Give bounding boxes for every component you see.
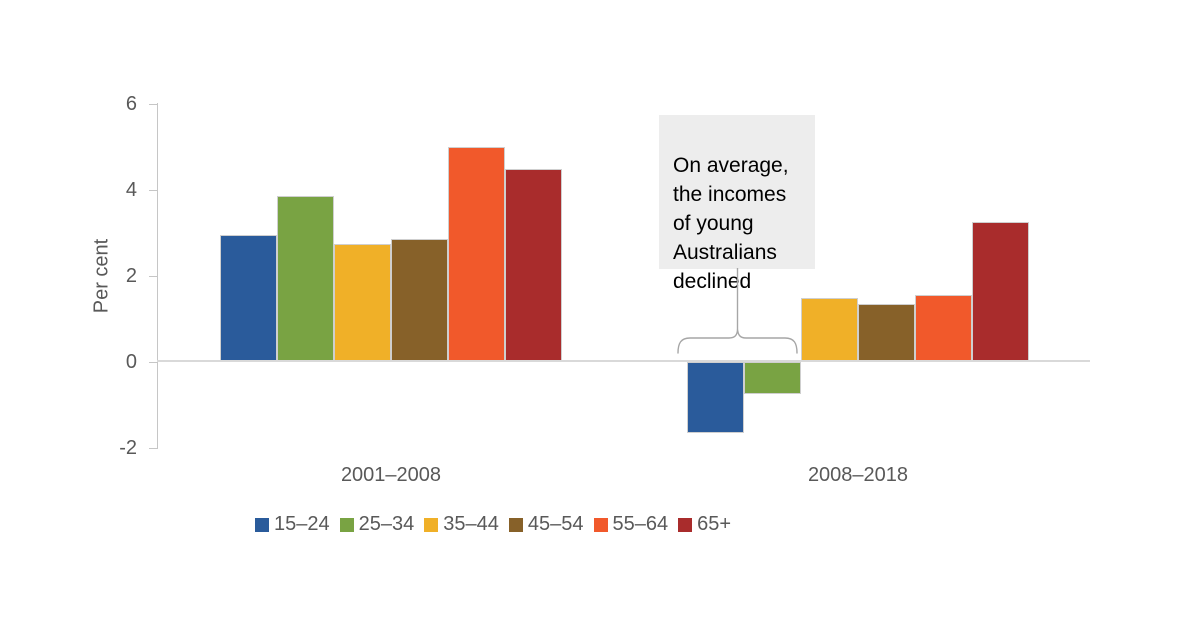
y-axis-tick-label: 4 [125,179,137,201]
y-axis-tick [149,190,157,191]
legend-swatch [508,517,523,532]
bar [391,239,448,362]
curly-brace-connector [677,268,798,354]
annotation-box: On average, the incomes of young Austral… [659,115,815,293]
bar [858,303,915,362]
bar [277,196,334,362]
y-axis-tick [149,362,157,363]
legend-item: 55–64 [593,513,669,536]
bar [220,235,277,362]
legend-label: 15–24 [274,513,330,535]
legend-swatch [593,517,608,532]
legend-label: 45–54 [527,513,584,535]
y-axis-tick-label: 0 [125,351,137,373]
legend-item: 35–44 [424,513,499,536]
bar [448,147,505,362]
legend-item: 45–54 [508,513,584,536]
y-axis-tick [149,448,157,449]
legend-label: 35–44 [443,513,499,535]
legend-label: 65+ [697,513,732,535]
bar [334,243,391,362]
bar [744,362,801,395]
y-axis-tick-label: 6 [125,93,137,115]
legend-swatch [255,517,269,532]
legend-swatch [424,517,439,532]
legend-swatch [339,517,354,532]
legend-item: 65+ [678,513,731,536]
legend-item: 25–34 [339,513,415,536]
bar [505,168,562,362]
bar [687,362,744,433]
y-axis-tick [149,104,157,105]
legend-swatch [678,517,693,532]
bar [915,295,972,362]
category-label: 2001–2008 [340,464,442,486]
category-label: 2008–2018 [807,464,909,486]
annotation-text: On average, the incomes of young Austral… [673,154,789,293]
legend-item: 15–24 [255,513,330,536]
y-axis-tick-label: -2 [119,437,137,459]
legend: 15–24 25–34 35–44 45–54 55–64 65+ [255,513,731,536]
y-axis-tick [149,276,157,277]
bar [972,222,1029,362]
y-axis-line [157,103,158,449]
y-axis-tick-label: 2 [125,265,137,287]
legend-label: 55–64 [612,513,669,535]
legend-label: 25–34 [358,513,415,535]
x-axis-zero-line [157,360,1090,362]
